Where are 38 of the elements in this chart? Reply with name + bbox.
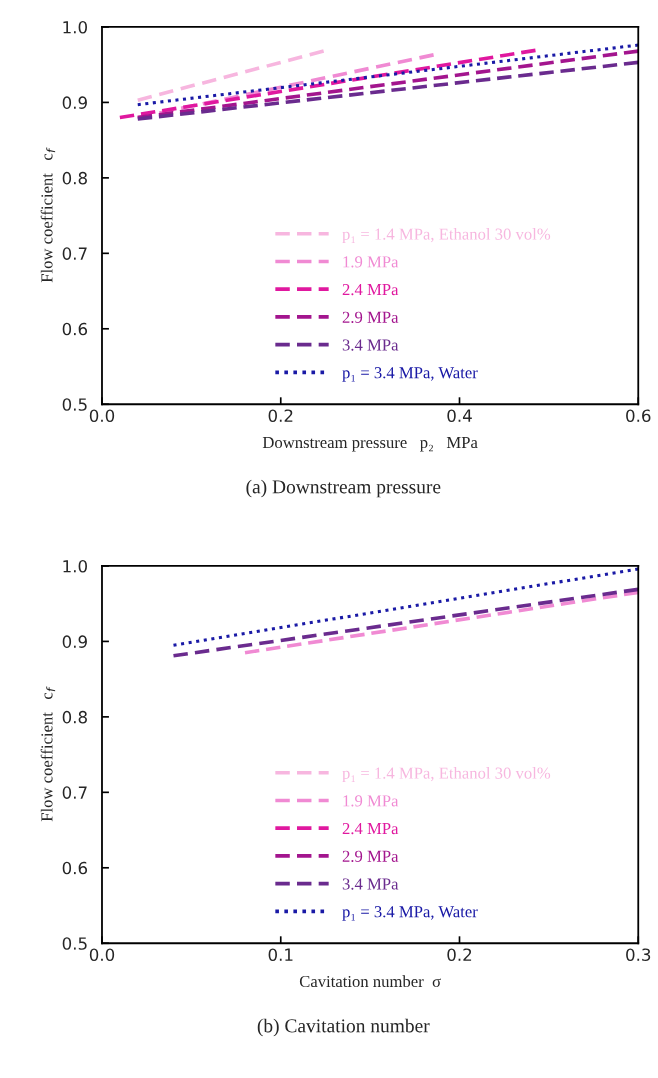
legend-label: 2.9 MPa <box>342 311 399 323</box>
legend-label: 2.4 MPa <box>342 822 399 835</box>
x-tick-label: 0.1 <box>268 948 293 962</box>
y-tick-label: 0.7 <box>62 247 87 260</box>
legend-label: 1.9 MPa <box>343 256 399 268</box>
y-tick-label: 0.5 <box>62 937 87 950</box>
x-axis-title: Downstream pressure p₂ MPa <box>262 437 478 452</box>
legend-label: 3.4 MPa <box>342 339 399 351</box>
y-tick-label: 0.6 <box>62 322 88 336</box>
x-tick-label: 0.3 <box>626 948 651 962</box>
legend-label: 1.9 MPa <box>343 795 399 807</box>
legend-label: p₁ = 1.4 MPa, Ethanol 30 vol% <box>342 228 551 244</box>
y-tick-label: 0.9 <box>62 635 87 648</box>
text: (a) Downstream pressure <box>246 479 441 498</box>
y-tick-label: 0.6 <box>62 861 88 875</box>
x-tick-label: 0.2 <box>447 948 472 962</box>
y-tick-label: 1.0 <box>63 20 87 34</box>
y-tick-label: 0.8 <box>62 171 87 185</box>
x-tick-label: 0.0 <box>89 948 115 962</box>
y-tick-label: 0.7 <box>62 786 87 799</box>
x-tick-label: 0.0 <box>89 409 115 423</box>
y-tick-label: 0.5 <box>62 398 87 411</box>
legend-label: 3.4 MPa <box>342 878 399 890</box>
text: (b) Cavitation number <box>257 1018 430 1037</box>
x-axis-title: Cavitation number σ <box>299 975 441 988</box>
legend-label: p₁ = 3.4 MPa, Water <box>342 906 478 921</box>
legend-label: p₁ = 3.4 MPa, Water <box>342 367 478 382</box>
y-tick-label: 0.8 <box>62 710 87 724</box>
legend-label: 2.9 MPa <box>342 850 399 862</box>
y-tick-label: 0.9 <box>62 96 87 109</box>
x-tick-label: 0.4 <box>447 409 472 423</box>
x-tick-label: 0.6 <box>626 409 651 423</box>
legend-label: p₁ = 1.4 MPa, Ethanol 30 vol% <box>342 767 551 783</box>
y-axis-title: Flow coefficient c$_{f}$ <box>40 147 56 283</box>
y-axis-title: Flow coefficient c$_{f}$ <box>40 686 56 822</box>
x-tick-label: 0.2 <box>268 409 293 423</box>
y-tick-label: 1.0 <box>63 559 87 573</box>
legend-label: 2.4 MPa <box>342 283 399 296</box>
